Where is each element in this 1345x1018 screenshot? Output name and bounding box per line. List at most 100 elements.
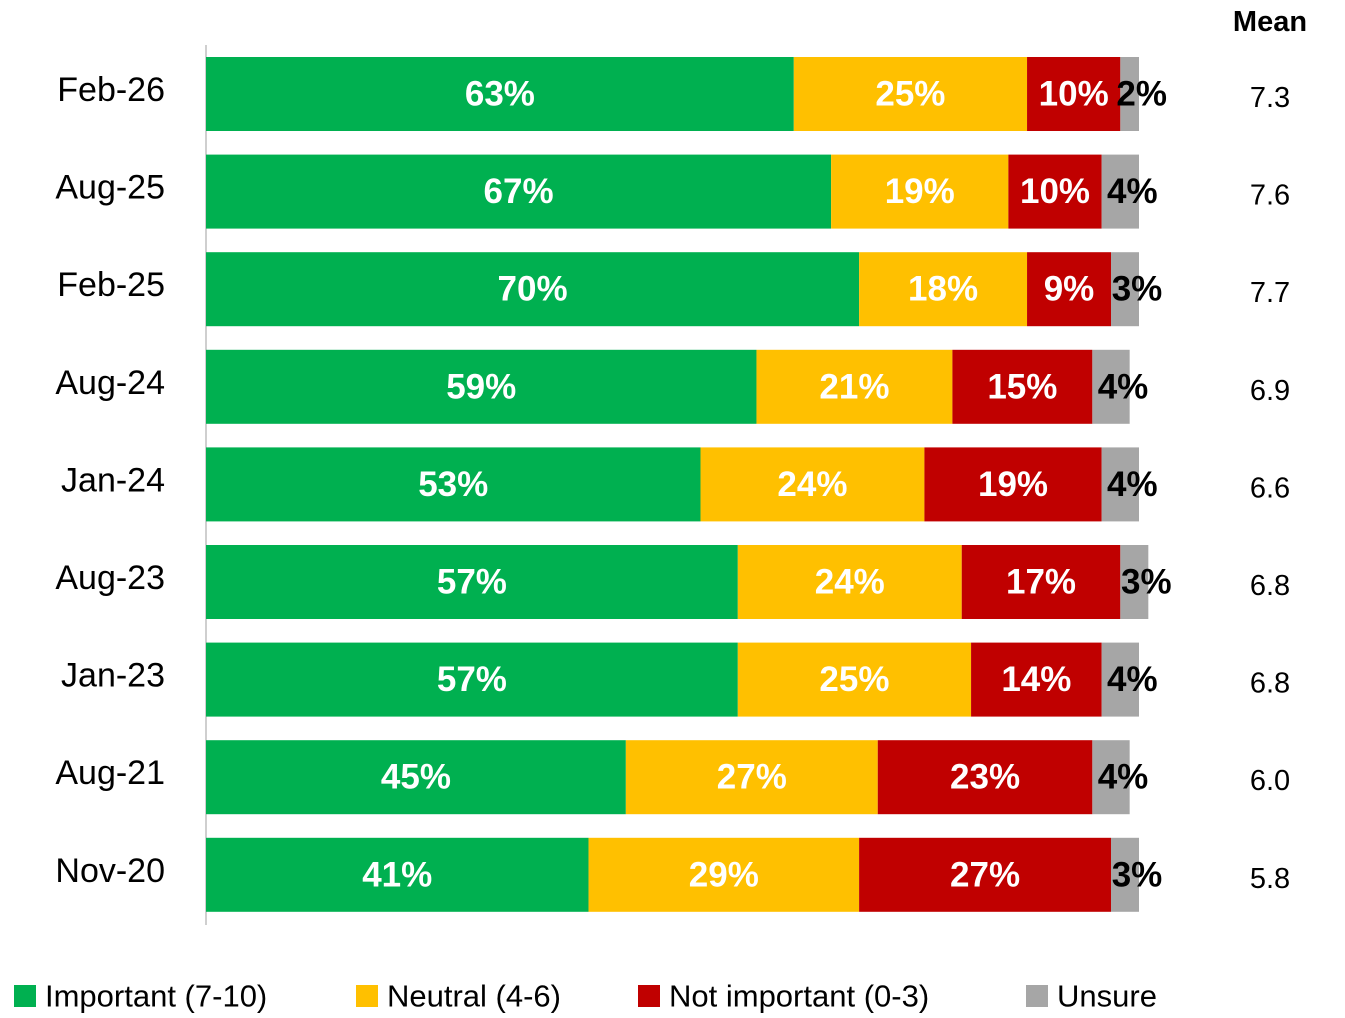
value-label: 67% [484, 172, 554, 211]
mean-value: 6.6 [1250, 472, 1290, 504]
bar-segment [793, 57, 1028, 131]
value-label: 23% [950, 758, 1020, 797]
value-label: 4% [1107, 465, 1158, 504]
mean-value: 6.8 [1250, 570, 1290, 602]
mean-value: 6.8 [1250, 668, 1290, 700]
category-label: Jan-23 [61, 657, 165, 695]
mean-value: 7.3 [1250, 82, 1290, 114]
value-label: 25% [875, 75, 945, 114]
bar-segment [1120, 545, 1149, 619]
bar-segment [756, 349, 953, 424]
bar-segment [1027, 252, 1112, 327]
category-label: Aug-21 [55, 754, 165, 792]
value-label: 57% [437, 660, 507, 699]
value-label: 57% [437, 563, 507, 602]
value-label: 63% [465, 75, 535, 114]
bar-segment [877, 740, 1093, 815]
bar-segment [588, 837, 860, 912]
legend-swatch [638, 985, 660, 1007]
bar-segment [971, 642, 1102, 717]
value-label: 3% [1121, 563, 1172, 602]
bar-segment [1027, 57, 1121, 131]
bar-segment [206, 740, 626, 815]
category-label: Feb-25 [57, 266, 165, 304]
mean-value: 7.6 [1250, 180, 1290, 212]
mean-value: 6.9 [1250, 375, 1290, 407]
mean-header: Mean [1233, 6, 1307, 38]
bar-segment [1111, 252, 1139, 327]
value-label: 9% [1044, 270, 1095, 309]
value-label: 27% [717, 758, 787, 797]
bar-segment [1111, 837, 1139, 912]
bar-segment [952, 349, 1093, 424]
value-label: 25% [819, 660, 889, 699]
value-label: 15% [987, 367, 1057, 406]
bar-segment [206, 447, 701, 522]
legend-label: Not important (0-3) [669, 979, 929, 1014]
bar-segment [831, 154, 1009, 229]
legend-swatch [356, 985, 378, 1007]
bar-segment [924, 447, 1102, 522]
category-label: Nov-20 [55, 852, 165, 890]
value-label: 27% [950, 855, 1020, 894]
bar-segment [1092, 349, 1130, 424]
mean-value: 6.0 [1250, 765, 1290, 797]
bar-segment [1101, 154, 1139, 229]
value-label: 10% [1020, 172, 1090, 211]
value-label: 53% [418, 465, 488, 504]
category-label: Jan-24 [61, 461, 165, 499]
category-label: Aug-24 [55, 364, 165, 402]
bar-segment [1008, 154, 1102, 229]
category-label: Aug-25 [55, 169, 165, 207]
value-label: 3% [1112, 855, 1163, 894]
value-label: 14% [1001, 660, 1071, 699]
value-label: 41% [362, 855, 432, 894]
category-label: Feb-26 [57, 71, 165, 109]
mean-value: 7.7 [1250, 277, 1290, 309]
value-label: 4% [1107, 172, 1158, 211]
bar-segment [1120, 57, 1139, 131]
bar-segment [700, 447, 925, 522]
bar-segment [206, 349, 757, 424]
value-label: 17% [1006, 563, 1076, 602]
value-label: 45% [381, 758, 451, 797]
category-label: Aug-23 [55, 559, 165, 597]
bar-segment [206, 642, 738, 717]
value-label: 18% [908, 270, 978, 309]
bar-segment [737, 545, 962, 619]
value-label: 24% [815, 563, 885, 602]
mean-value: 5.8 [1250, 863, 1290, 895]
value-label: 2% [1116, 75, 1167, 114]
legend-label: Unsure [1057, 979, 1157, 1014]
value-label: 3% [1112, 270, 1163, 309]
bar-segment [961, 545, 1121, 619]
value-label: 19% [885, 172, 955, 211]
value-label: 24% [777, 465, 847, 504]
bar-segment [737, 642, 972, 717]
legend-label: Neutral (4-6) [387, 979, 561, 1014]
bar-segment [1101, 447, 1139, 522]
bar-segment [206, 252, 860, 327]
value-label: 70% [498, 270, 568, 309]
bar-segment [625, 740, 878, 815]
value-label: 4% [1098, 758, 1149, 797]
value-label: 10% [1039, 75, 1109, 114]
bar-segment [1092, 740, 1130, 815]
legend-label: Important (7-10) [45, 979, 267, 1014]
value-label: 19% [978, 465, 1048, 504]
bar-segment [859, 837, 1112, 912]
bar-segment [206, 545, 738, 619]
value-label: 29% [689, 855, 759, 894]
bar-segment [206, 837, 589, 912]
bar-segment [206, 57, 794, 131]
legend-swatch [14, 985, 36, 1007]
bar-segment [1101, 642, 1139, 717]
value-label: 59% [446, 367, 516, 406]
bar-segment [206, 154, 832, 229]
legend-swatch [1026, 985, 1048, 1007]
value-label: 4% [1107, 660, 1158, 699]
value-label: 4% [1098, 367, 1149, 406]
bar-segment [859, 252, 1028, 327]
value-label: 21% [819, 367, 889, 406]
